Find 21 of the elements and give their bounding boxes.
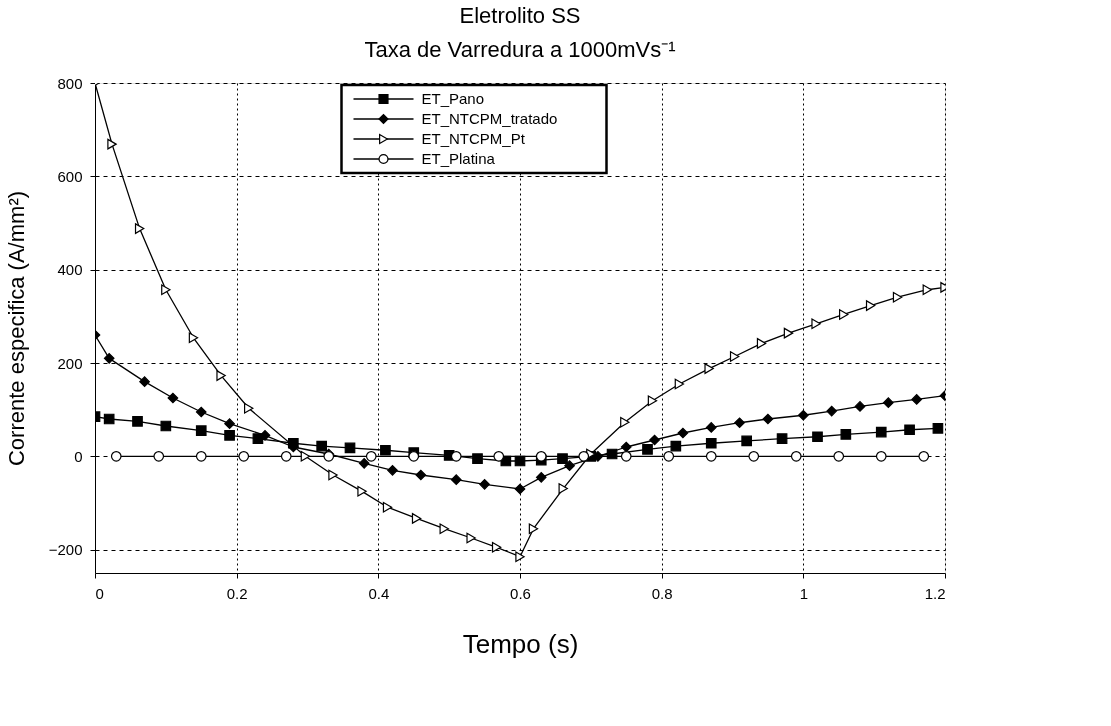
chart-subtitle: Taxa de Varredura a 1000mVs⁻¹ (364, 37, 676, 62)
x-tick-label: 0.2 (226, 584, 248, 602)
x-tick-label: 1.2 (924, 584, 946, 602)
y-tick-label: 600 (57, 167, 83, 185)
x-tick-label: 0.4 (368, 584, 390, 602)
y-tick-label: −200 (48, 541, 83, 559)
x-axis-title: Tempo (s) (462, 628, 579, 659)
legend-label: ET_NTCPM_Pt (421, 130, 526, 147)
y-tick-label: 0 (74, 447, 83, 465)
x-tick-label: 0.8 (651, 584, 673, 602)
y-tick-label: 200 (57, 354, 83, 372)
legend-label: ET_Pano (421, 90, 485, 107)
chart-title: Eletrolito SS (459, 3, 581, 28)
y-tick-label: 800 (57, 74, 83, 92)
y-axis-title: Corrente especifica (A/mm²) (3, 190, 29, 467)
x-tick-label: 1 (799, 584, 809, 602)
x-tick-label: 0.6 (510, 584, 531, 602)
legend-label: ET_NTCPM_tratado (421, 110, 558, 127)
y-tick-label: 400 (57, 261, 83, 279)
x-tick-label: 0 (95, 584, 104, 602)
legend-label: ET_Platina (421, 150, 496, 167)
